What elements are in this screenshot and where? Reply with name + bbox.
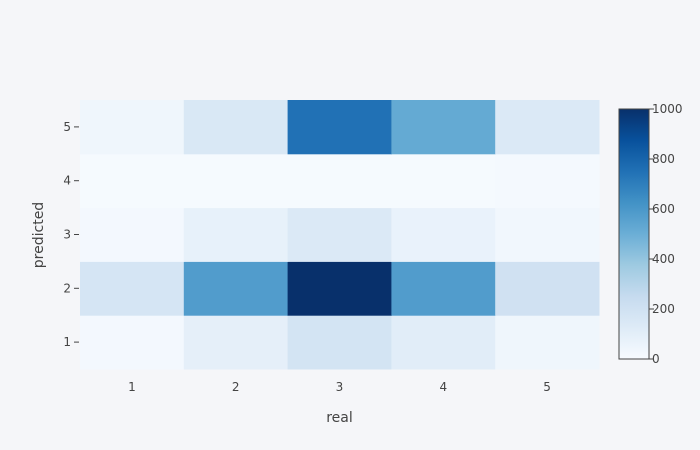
heatmap-cell xyxy=(183,153,289,209)
y-tick-label: 4 xyxy=(63,174,71,188)
heatmap-cell xyxy=(80,153,185,209)
heatmap-cell xyxy=(391,100,496,155)
heatmap-cell xyxy=(495,207,600,262)
y-tick-label: 5 xyxy=(63,120,71,134)
colorbar-tick-label: 600 xyxy=(652,202,675,216)
y-tick-label: 2 xyxy=(63,281,71,295)
heatmap-cell xyxy=(391,315,496,370)
x-axis-title: real xyxy=(326,410,353,426)
heatmap-cell xyxy=(183,261,289,316)
colorbar-gradient xyxy=(618,108,650,360)
y-axis-ticks: 1 2 3 4 5 xyxy=(63,120,79,349)
colorbar-tick-label: 200 xyxy=(652,302,675,316)
heatmap-cell xyxy=(80,261,185,316)
heatmap-cell xyxy=(80,207,185,262)
x-tick-label: 2 xyxy=(232,380,240,394)
colorbar-ticks: 0 200 400 600 800 1000 xyxy=(649,102,683,366)
heatmap-cell xyxy=(287,315,392,370)
colorbar-tick-label: 800 xyxy=(652,152,675,166)
heatmap-cell xyxy=(80,100,185,155)
colorbar-tick-label: 0 xyxy=(652,352,660,366)
x-tick-label: 4 xyxy=(439,380,447,394)
heatmap-cell xyxy=(391,207,496,262)
heatmap-cell xyxy=(183,315,289,370)
colorbar-tick-label: 1000 xyxy=(652,102,683,116)
heatmap-cell xyxy=(80,315,185,370)
heatmap-cell xyxy=(287,207,392,262)
x-tick-label: 5 xyxy=(543,380,551,394)
heatmap-cells xyxy=(80,100,600,370)
heatmap-cell xyxy=(183,207,289,262)
heatmap-cell xyxy=(495,153,600,209)
x-tick-label: 1 xyxy=(128,380,136,394)
heatmap-cell xyxy=(287,261,392,316)
heatmap-cell xyxy=(495,100,600,155)
y-tick-label: 3 xyxy=(63,228,71,242)
x-axis-ticks: 1 2 3 4 5 xyxy=(128,380,551,394)
y-axis-title: predicted xyxy=(31,202,47,268)
heatmap-cell xyxy=(183,100,289,155)
heatmap-cell xyxy=(287,100,392,155)
x-tick-label: 3 xyxy=(336,380,344,394)
colorbar: 0 200 400 600 800 1000 xyxy=(618,102,683,366)
heatmap-cell xyxy=(495,315,600,370)
heatmap-cell xyxy=(391,261,496,316)
heatmap-cell xyxy=(287,153,392,209)
heatmap-cell xyxy=(495,261,600,316)
colorbar-tick-label: 400 xyxy=(652,252,675,266)
y-tick-label: 1 xyxy=(63,335,71,349)
heatmap-cell xyxy=(391,153,496,209)
